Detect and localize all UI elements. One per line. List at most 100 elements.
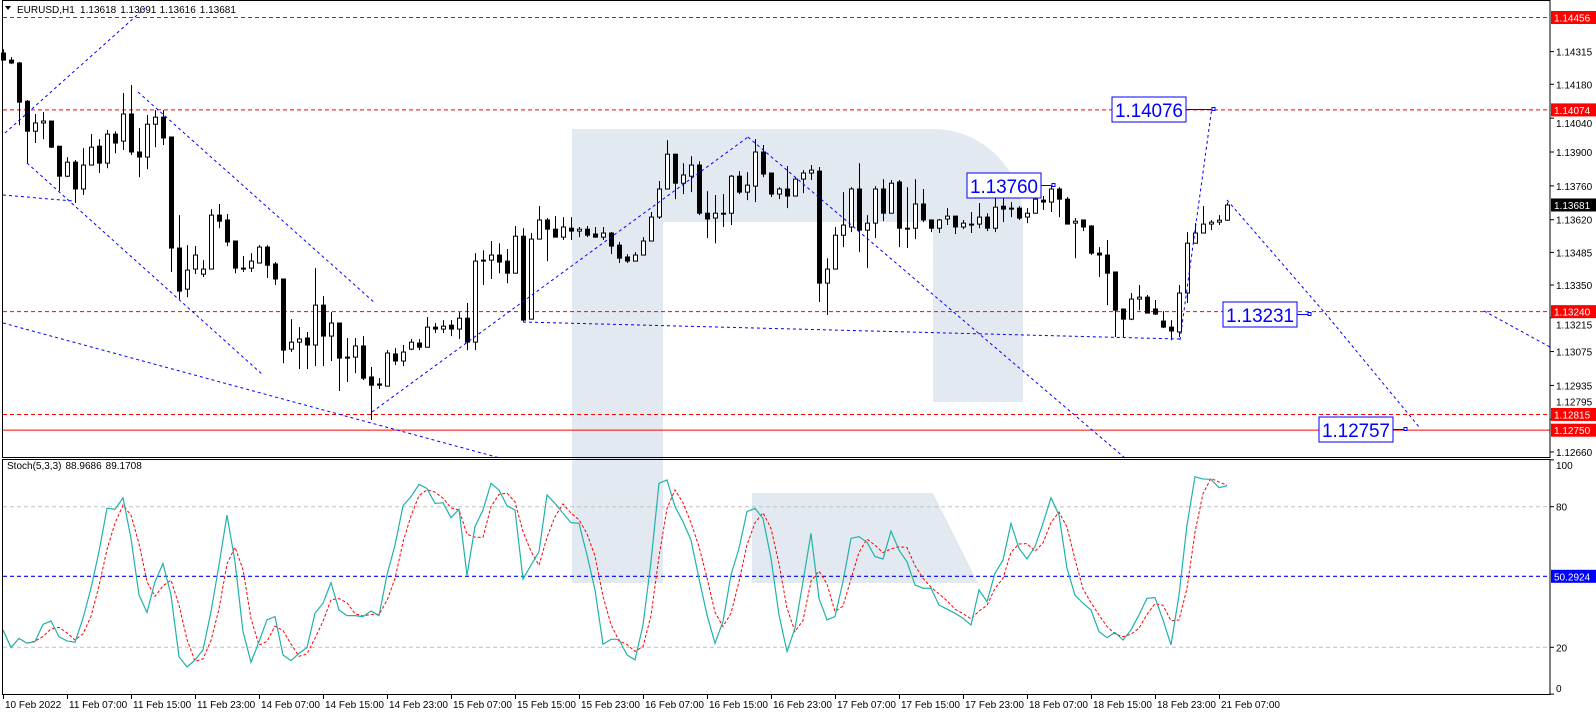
candle — [233, 240, 238, 274]
stoch-panel-border — [2, 459, 1551, 695]
candle-body-bear — [129, 113, 134, 153]
candle-body-bear — [25, 100, 30, 132]
candle — [929, 219, 934, 233]
candle-body-bull — [1209, 221, 1214, 225]
candle — [425, 316, 430, 348]
candle — [953, 215, 958, 235]
price-target-text: 1.13760 — [970, 177, 1038, 198]
candle-body-bull — [649, 216, 654, 242]
candle-body-bear — [585, 228, 590, 236]
anchor-point — [1403, 427, 1408, 431]
trend-line[interactable] — [747, 136, 1126, 459]
candle — [745, 172, 750, 201]
candle-body-bull — [849, 188, 854, 228]
candle — [865, 215, 870, 269]
candle-body-bull — [153, 116, 158, 125]
candle — [737, 171, 742, 195]
candle-body-bear — [433, 326, 438, 330]
candle — [497, 243, 502, 274]
candle-body-bear — [1089, 225, 1094, 254]
candle-body-bear — [593, 233, 598, 238]
candle-body-bear — [393, 353, 398, 362]
candle — [121, 92, 126, 151]
candle-body-bull — [1049, 188, 1054, 203]
candle — [809, 165, 814, 181]
candle-body-bull — [481, 259, 486, 262]
trend-line[interactable] — [137, 91, 376, 304]
candle-body-bull — [729, 175, 734, 214]
candle — [433, 323, 438, 334]
candle-body-bull — [753, 151, 758, 187]
candle — [961, 219, 966, 230]
candle-body-bull — [713, 212, 718, 219]
y-tick-label: 1.14040 — [1556, 119, 1593, 130]
candle — [1169, 320, 1174, 341]
candle-body-bull — [537, 219, 542, 240]
candle — [897, 180, 902, 248]
candle-body-bull — [777, 188, 782, 195]
candle — [401, 345, 406, 367]
x-tick-label: 16 Feb 15:00 — [709, 700, 768, 711]
candle — [785, 166, 790, 209]
stoch-y-tick-label: 80 — [1556, 503, 1568, 514]
price-target-label[interactable]: 1.13760 — [966, 172, 1056, 199]
candle-body-bear — [705, 212, 710, 220]
candle-body-bull — [81, 164, 86, 190]
candle-body-bear — [1065, 198, 1070, 225]
candle — [273, 262, 278, 286]
candle-body-bull — [185, 269, 190, 290]
candle — [913, 179, 918, 240]
candle-body-bear — [617, 244, 622, 259]
price-target-label[interactable]: 1.13231 — [1222, 301, 1312, 328]
candle-body-bull — [1217, 219, 1222, 223]
trend-line[interactable] — [522, 321, 1181, 340]
x-tick-label: 17 Feb 15:00 — [901, 700, 960, 711]
price-level-tag-text: 1.12750 — [1554, 426, 1591, 437]
candle-body-bear — [1, 52, 6, 61]
trend-line[interactable] — [1483, 310, 1551, 348]
candle — [1049, 186, 1054, 212]
trend-line[interactable] — [4, 7, 146, 134]
candle — [1065, 196, 1070, 225]
trend-line[interactable] — [1226, 199, 1326, 314]
stoch-title: Stoch(5,3,3) 88.9686 89.1708 — [7, 461, 142, 472]
price-target-label[interactable]: 1.14076 — [1111, 96, 1216, 123]
candle-body-bear — [273, 263, 278, 280]
candle — [1145, 294, 1150, 314]
price-level-tag — [1551, 305, 1596, 319]
candle — [1025, 208, 1030, 224]
candle — [17, 62, 22, 126]
candle — [993, 197, 998, 233]
triangle-down-icon[interactable] — [5, 6, 11, 10]
price-level-tag — [1551, 423, 1596, 437]
candle-body-bear — [137, 151, 142, 158]
trend-line[interactable] — [2, 322, 501, 459]
trend-line[interactable] — [1324, 312, 1421, 429]
candle — [361, 336, 366, 381]
candle-body-bull — [969, 223, 974, 226]
candle — [49, 120, 54, 149]
y-tick-label: 1.14180 — [1556, 80, 1593, 91]
candle — [185, 245, 190, 298]
price-target-label[interactable]: 1.12757 — [1318, 416, 1408, 443]
candle — [505, 248, 510, 284]
candle — [617, 241, 622, 264]
y-tick-label: 1.13760 — [1556, 182, 1593, 193]
trend-line[interactable] — [26, 162, 264, 376]
candle — [345, 338, 350, 383]
candle — [225, 214, 230, 247]
candle-body-bear — [113, 133, 118, 144]
y-tick-label: 1.13215 — [1556, 321, 1593, 332]
candle — [857, 163, 862, 253]
candle-body-bear — [281, 278, 286, 351]
trend-drawings[interactable]: 1.14076 1.13760 1.13231 1.12757 — [2, 7, 1551, 459]
candle-body-bull — [297, 338, 302, 343]
candle-body-bull — [577, 228, 582, 232]
candle — [601, 226, 606, 241]
candle — [729, 174, 734, 226]
candle-body-bull — [121, 113, 126, 142]
price-target-text: 1.13231 — [1226, 306, 1294, 327]
candle-body-bull — [209, 214, 214, 270]
candle-body-bear — [369, 376, 374, 386]
